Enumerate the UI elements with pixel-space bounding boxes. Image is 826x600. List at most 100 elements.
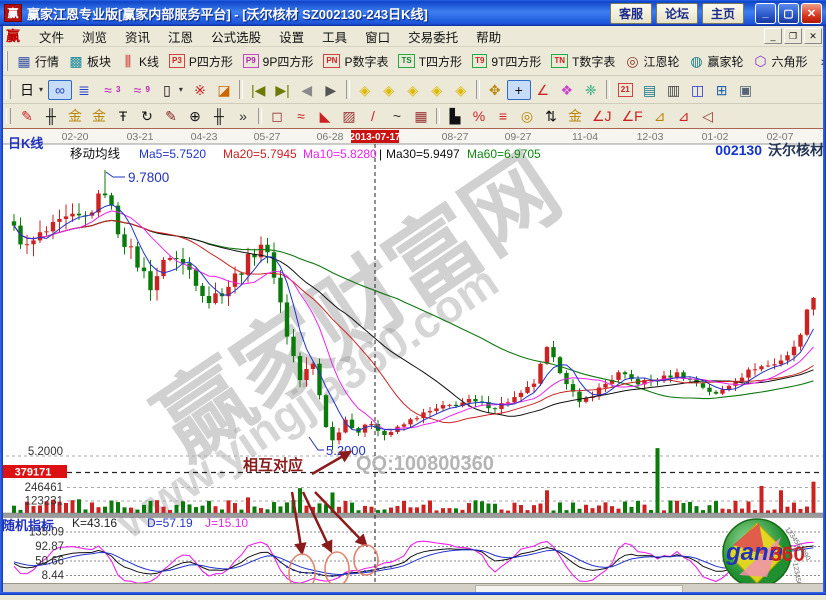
gold-circle-button[interactable]: ◎ [515, 106, 539, 126]
gann-fence-button[interactable]: ╫ [39, 106, 63, 126]
percent-lines-button[interactable]: ≡ [491, 106, 515, 126]
fit-all-button[interactable]: ◈ [449, 80, 473, 100]
t-square-button[interactable]: TS T四方形 [393, 50, 467, 73]
candle-style-dropdown[interactable]: ▯ ▾ [155, 80, 188, 100]
gann-fan-button[interactable]: ◣ [313, 106, 337, 126]
menu-浏览[interactable]: 浏览 [82, 30, 108, 45]
menu-设置[interactable]: 设置 [279, 30, 305, 45]
color-chart-button[interactable]: ◪ [212, 80, 236, 100]
next-bar-button[interactable]: ▶ [319, 80, 343, 100]
menu-江恩[interactable]: 江恩 [168, 30, 194, 45]
save-button[interactable]: ◫ [686, 80, 710, 100]
toolbar-handle[interactable] [6, 107, 11, 125]
kline-button[interactable]: ⫼ K线 [116, 50, 164, 73]
last-bar-button[interactable]: ▶| [270, 80, 294, 100]
time-cycle-button[interactable]: ⊕ [183, 106, 207, 126]
menu-资讯[interactable]: 资讯 [125, 30, 151, 45]
support-button[interactable]: 客服 [609, 2, 652, 24]
winner-wheel-button[interactable]: ◍ 赢家轮 [684, 50, 748, 73]
calculator-button[interactable]: ▤ [638, 80, 662, 100]
maximize-button[interactable]: ▢ [778, 2, 799, 24]
mdi-restore-button[interactable]: ❐ [784, 28, 802, 44]
pink-tool-button[interactable]: ❖ [555, 80, 579, 100]
gold-grid-button[interactable]: 金 [563, 106, 587, 126]
hist-button[interactable]: ▙ [443, 106, 467, 126]
wave-3-button[interactable]: ≈3 [96, 80, 125, 100]
gann-wheel-button[interactable]: ◎ 江恩轮 [620, 50, 684, 73]
first-bar-button[interactable]: |◀ [246, 80, 270, 100]
p-square-button[interactable]: P3 P四方形 [164, 50, 238, 73]
hexagon-button[interactable]: ⬡ 六角形 [748, 50, 812, 73]
close-button[interactable]: ✕ [801, 2, 822, 24]
menu-公式选股[interactable]: 公式选股 [211, 30, 262, 45]
gann-curves-button[interactable]: ∞ [48, 79, 73, 100]
fence2-button[interactable]: ╫ [207, 106, 231, 126]
chart-area[interactable]: 02-20 03-21 04-23 05-27 06-28 08-27 09-27 11-04… [0, 129, 826, 600]
home-button[interactable]: 主页 [701, 2, 744, 24]
spiral-button[interactable]: ↻ [135, 106, 159, 126]
fan-lines-button[interactable]: ≈ [289, 106, 313, 126]
wave-9-button[interactable]: ≈9 [125, 80, 154, 100]
hand-tool-button[interactable]: ✥ [483, 80, 507, 100]
icon-subscript: 9 [145, 85, 150, 94]
prev-bar-button[interactable]: ◀ [295, 80, 319, 100]
f-angle-button[interactable]: ∠F [617, 106, 648, 126]
sectors-button[interactable]: ▩ 板块 [64, 50, 116, 73]
app-logo-icon: 赢 [4, 4, 22, 22]
pan-right-button[interactable]: ◈ [377, 80, 401, 100]
forum-button[interactable]: 论坛 [655, 2, 698, 24]
mdi-minimize-button[interactable]: _ [764, 28, 782, 44]
calendar-button[interactable]: 21 [613, 80, 638, 100]
notes-button[interactable]: ▥ [662, 80, 686, 100]
p-square-button-label: P四方形 [188, 54, 233, 69]
minimize-button[interactable]: _ [755, 2, 776, 24]
angle-tool-button[interactable]: ∠ [531, 80, 555, 100]
p-number-table-button[interactable]: PN P数字表 [318, 50, 393, 73]
list-view-button[interactable]: ≣ [72, 80, 96, 100]
grid-shade-button[interactable]: ▨ [337, 106, 361, 126]
price-grid-button[interactable]: ◻ [265, 106, 289, 126]
annotation-arrow [290, 491, 307, 556]
row3-overflow-button[interactable]: » [231, 106, 255, 126]
9p-square-button[interactable]: P9 9P四方形 [238, 50, 318, 73]
menu-文件[interactable]: 文件 [39, 30, 65, 45]
grid2-button[interactable]: ▦ [409, 106, 433, 126]
zoom-out-button[interactable]: ◈ [425, 80, 449, 100]
trend-line-button[interactable]: / [361, 106, 385, 126]
zoom-in-button[interactable]: ◈ [401, 80, 425, 100]
draw-brush-button[interactable]: ✎ [15, 106, 39, 126]
quotes-button[interactable]: ▦ 行情 [12, 50, 64, 73]
menu-帮助[interactable]: 帮助 [476, 30, 502, 45]
crosshair-tool-icon: + [514, 81, 523, 98]
green-tool-button[interactable]: ❈ [579, 80, 603, 100]
j-angle-button[interactable]: ∠J [587, 106, 617, 126]
percent-retrace-button[interactable]: % [467, 106, 491, 126]
menu-窗口[interactable]: 窗口 [365, 30, 391, 45]
pan-left-button[interactable]: ◈ [353, 80, 377, 100]
t-number-table-button[interactable]: TN T数字表 [546, 50, 620, 73]
kline-style-dropdown[interactable]: 日 ▾ [15, 80, 48, 100]
menu-交易委托[interactable]: 交易委托 [408, 30, 459, 45]
toolbar-handle[interactable] [6, 51, 8, 71]
angle-down-icon: ⊿ [677, 108, 690, 124]
marker-brush-button[interactable]: ✎ [159, 106, 183, 126]
figures-button[interactable]: ※ [188, 80, 212, 100]
f-fence-button[interactable]: Ŧ [111, 106, 135, 126]
updown-mark-icon: ⇅ [545, 108, 557, 124]
angle-down-button[interactable]: ⊿ [672, 106, 696, 126]
gold-section-button[interactable]: 金 [87, 106, 111, 126]
svg-text:04-23: 04-23 [191, 131, 218, 143]
9p-square-icon: P9 [242, 54, 259, 68]
angle-up-button[interactable]: ⊿ [648, 106, 672, 126]
mdi-close-button[interactable]: ✕ [804, 28, 822, 44]
updown-mark-button[interactable]: ⇅ [539, 106, 563, 126]
crosshair-tool-button[interactable]: + [506, 79, 531, 100]
print-button[interactable]: ▣ [734, 80, 758, 100]
share-button[interactable]: ⊞ [710, 80, 734, 100]
menu-工具[interactable]: 工具 [322, 30, 348, 45]
gold-ratio-button[interactable]: 金 [63, 106, 87, 126]
zigzag-button[interactable]: ~ [385, 106, 409, 126]
9t-square-button[interactable]: T9 9T四方形 [467, 50, 546, 73]
toolbar-handle[interactable] [6, 80, 11, 99]
box-angle-button[interactable]: ◁ [696, 106, 720, 126]
